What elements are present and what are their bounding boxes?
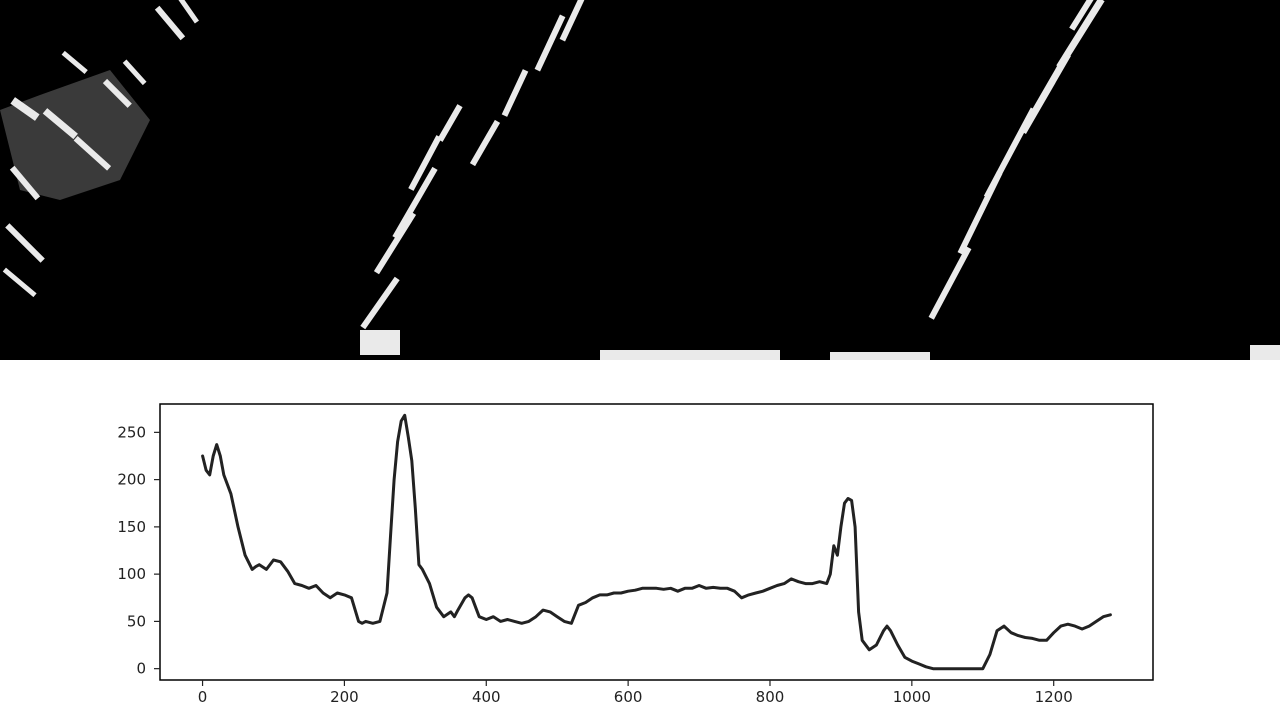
y-tick-label: 50 bbox=[127, 612, 146, 630]
x-axis-ticks: 0 200 400 600 800 1000 1200 bbox=[198, 680, 1073, 706]
y-tick-label: 0 bbox=[136, 660, 146, 678]
chart-canvas: 0 200 400 600 800 1000 1200 0 50 100 150 200 250 bbox=[117, 403, 1154, 706]
x-tick-label: 600 bbox=[614, 688, 643, 706]
histogram-chart: 0 200 400 600 800 1000 1200 0 50 100 150 200 250 bbox=[0, 360, 1280, 720]
binary-warped-image bbox=[0, 0, 1280, 360]
binary-lane-pixels bbox=[0, 0, 1280, 360]
x-tick-label: 1000 bbox=[893, 688, 931, 706]
x-tick-label: 400 bbox=[472, 688, 501, 706]
y-tick-label: 250 bbox=[117, 423, 146, 441]
y-tick-label: 200 bbox=[117, 471, 146, 489]
x-tick-label: 0 bbox=[198, 688, 208, 706]
x-tick-label: 1200 bbox=[1035, 688, 1073, 706]
y-tick-label: 100 bbox=[117, 565, 146, 583]
histogram-line bbox=[201, 413, 1112, 671]
y-tick-label: 150 bbox=[117, 518, 146, 536]
plot-area-frame bbox=[159, 403, 1154, 681]
x-tick-label: 200 bbox=[330, 688, 359, 706]
x-tick-label: 800 bbox=[756, 688, 785, 706]
y-axis-ticks: 0 50 100 150 200 250 bbox=[117, 423, 160, 678]
